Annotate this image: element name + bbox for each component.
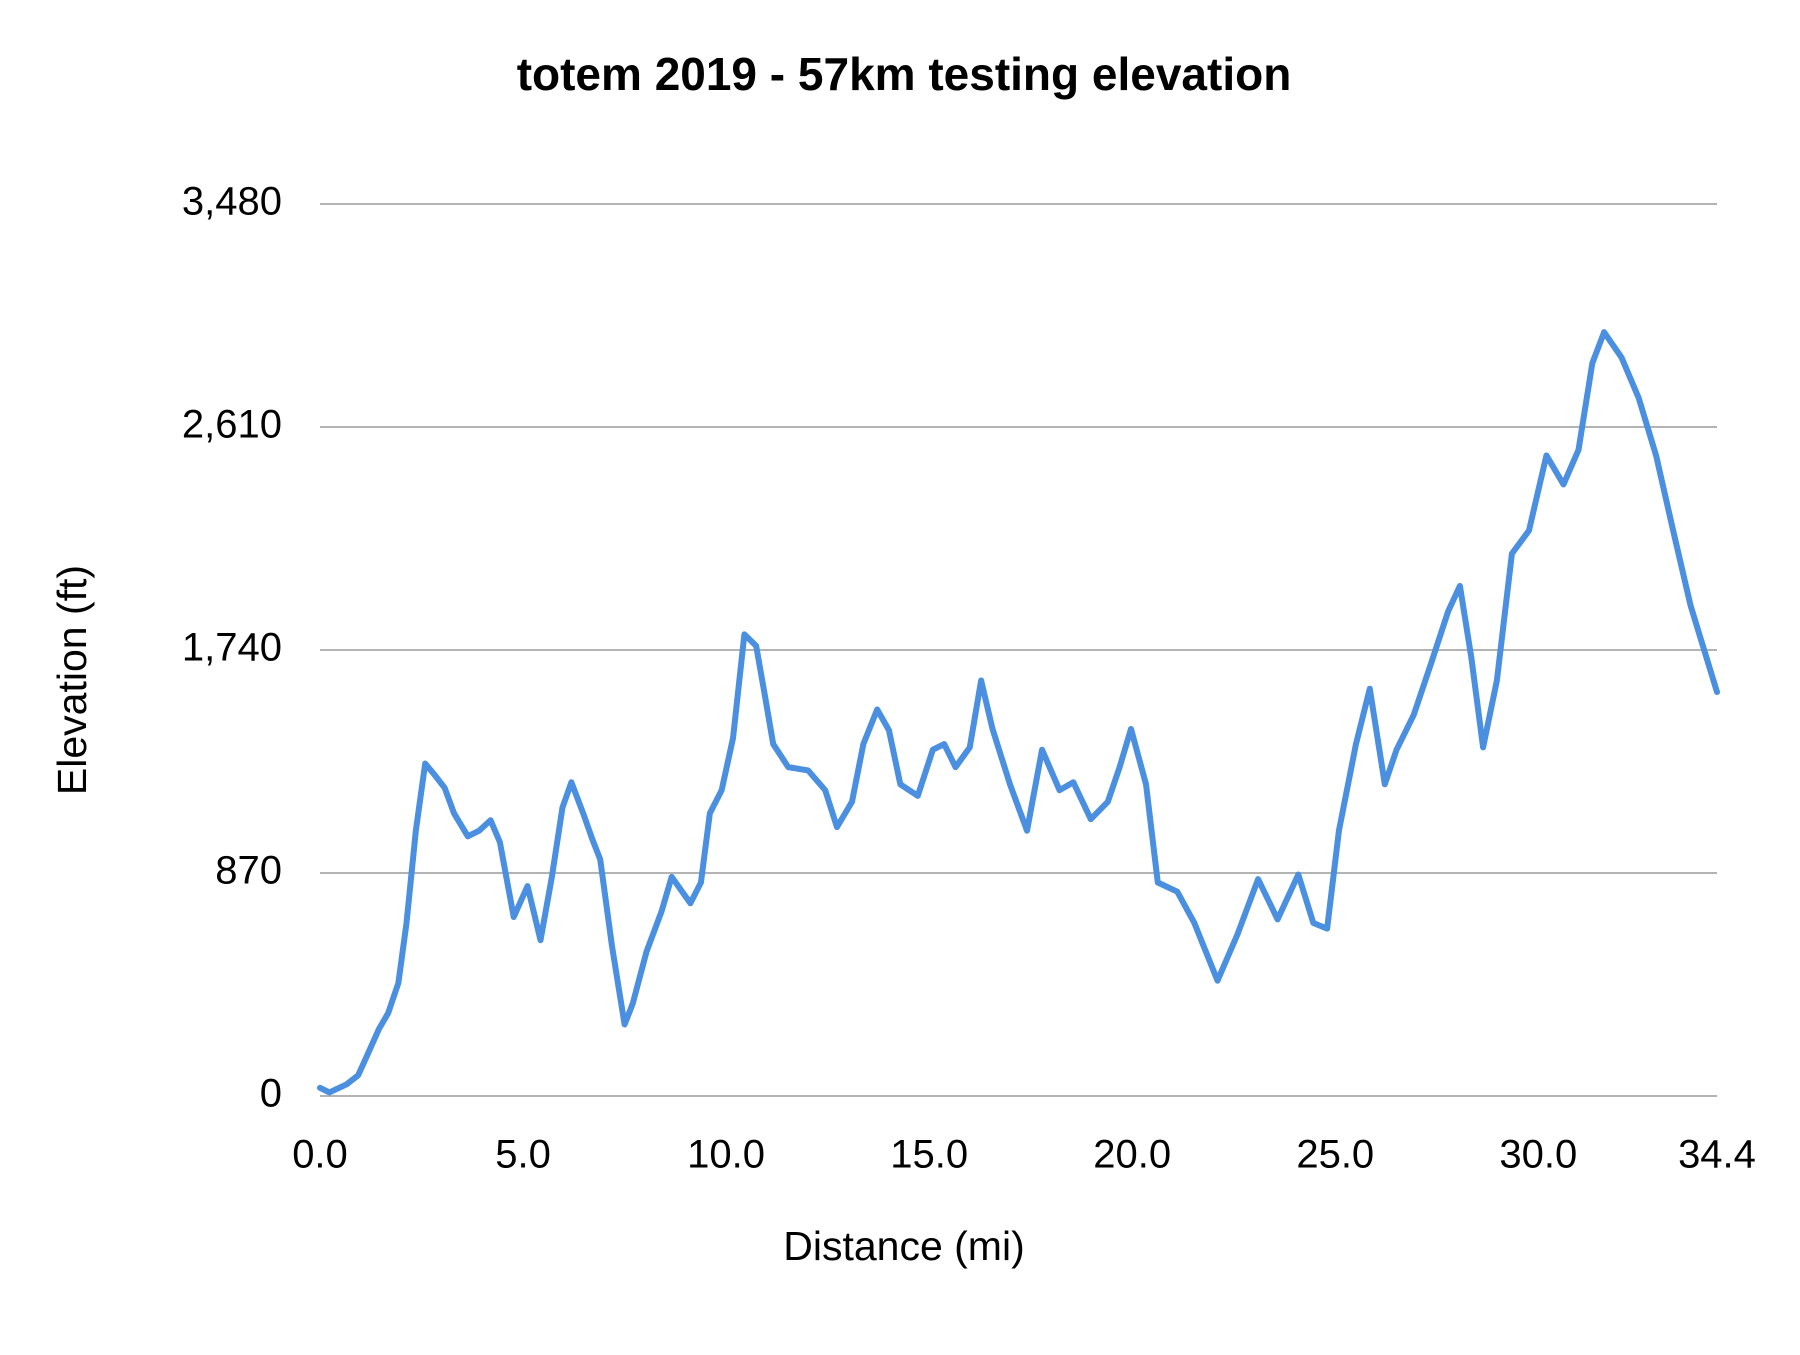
y-tick-label: 870 bbox=[215, 849, 282, 893]
chart-title: totem 2019 - 57km testing elevation bbox=[517, 48, 1292, 100]
x-tick-label: 5.0 bbox=[495, 1133, 551, 1177]
x-tick-label: 15.0 bbox=[890, 1133, 968, 1177]
x-tick-label: 25.0 bbox=[1296, 1133, 1374, 1177]
x-tick-label: 30.0 bbox=[1499, 1133, 1577, 1177]
x-axis-title: Distance (mi) bbox=[783, 1223, 1024, 1269]
x-tick-label: 20.0 bbox=[1093, 1133, 1171, 1177]
y-tick-label: 0 bbox=[260, 1072, 282, 1116]
y-axis-title: Elevation (ft) bbox=[49, 565, 95, 795]
x-tick-label: 10.0 bbox=[687, 1133, 765, 1177]
x-tick-label: 0.0 bbox=[292, 1133, 348, 1177]
elevation-line bbox=[317, 329, 1720, 1096]
y-tick-label: 1,740 bbox=[182, 626, 282, 670]
y-tick-label: 2,610 bbox=[182, 403, 282, 447]
x-tick-label: 34.4 bbox=[1678, 1133, 1756, 1177]
y-tick-label: 3,480 bbox=[182, 180, 282, 224]
